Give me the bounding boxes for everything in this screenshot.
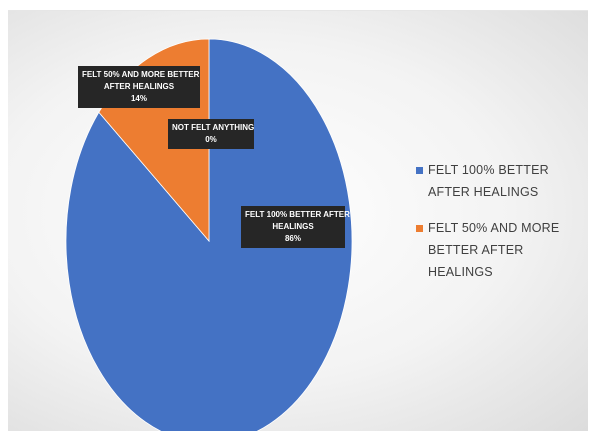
data-label-slice-100: FELT 100% BETTER AFTER HEALINGS 86% [241, 206, 350, 248]
legend-item-50: FELT 50% AND MORE BETTER AFTER HEALINGS [416, 217, 588, 283]
data-label-slice-50: FELT 50% AND MORE BETTER AFTER HEALINGS … [78, 66, 200, 108]
legend-swatch-100 [416, 167, 423, 174]
legend-item-100: FELT 100% BETTER AFTER HEALINGS [416, 159, 588, 203]
legend-swatch-50 [416, 225, 423, 232]
legend-label-100: FELT 100% BETTER AFTER HEALINGS [428, 163, 549, 199]
chart-area: FELT 100% BETTER AFTER HEALINGS 86% FELT… [8, 10, 588, 431]
data-label-not-felt: NOT FELT ANYTHING 0% [168, 119, 254, 149]
legend-label-50: FELT 50% AND MORE BETTER AFTER HEALINGS [428, 221, 560, 279]
legend: FELT 100% BETTER AFTER HEALINGS FELT 50%… [416, 159, 588, 297]
